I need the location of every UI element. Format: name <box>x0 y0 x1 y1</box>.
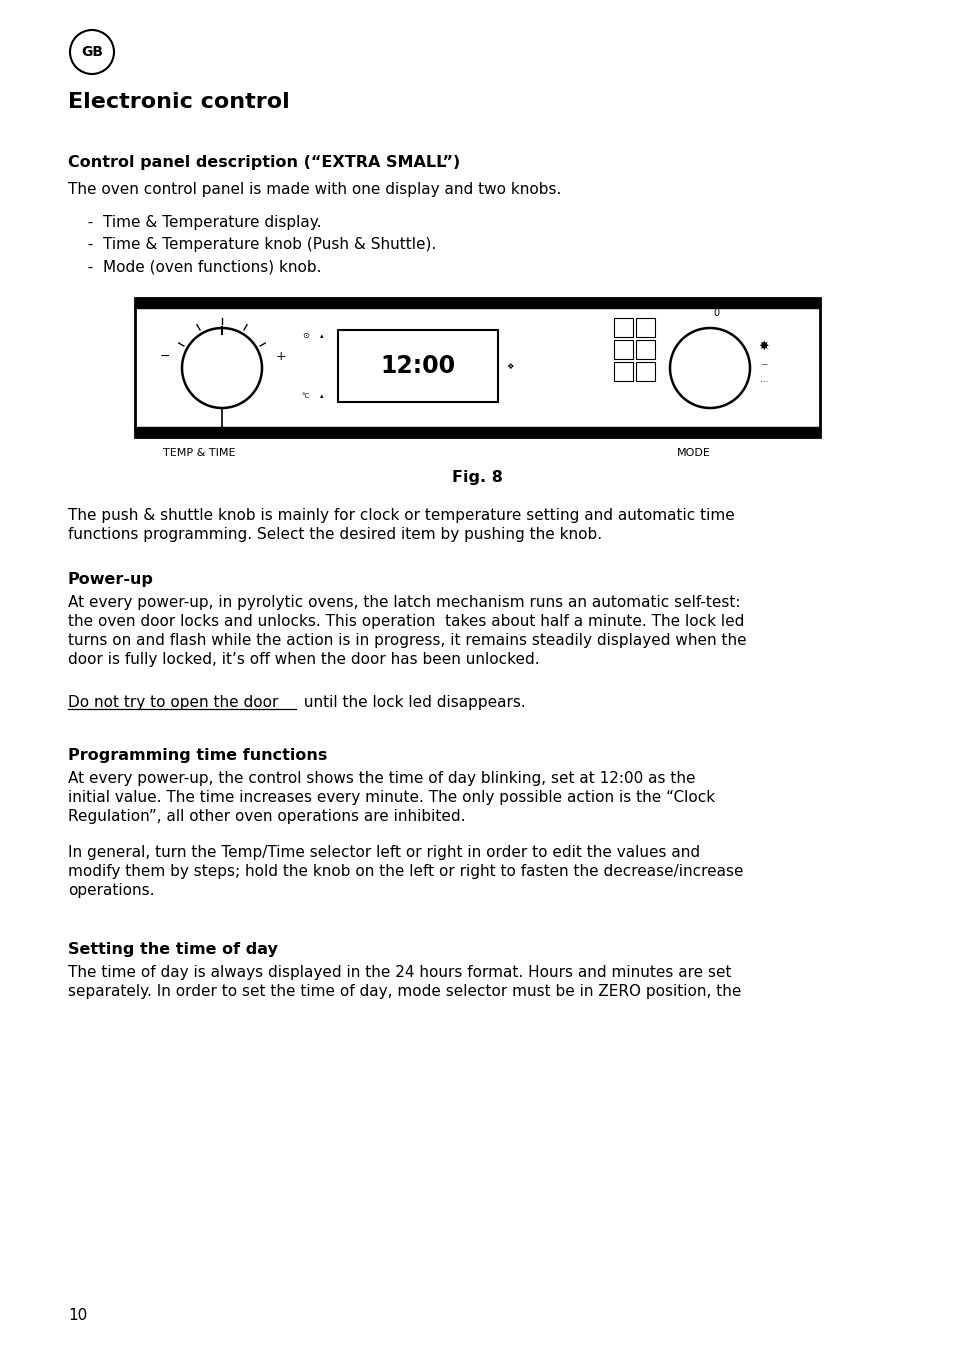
Bar <box>614 318 633 337</box>
Text: ✸: ✸ <box>758 340 768 352</box>
Bar <box>636 340 655 359</box>
Text: initial value. The time increases every minute. The only possible action is the : initial value. The time increases every … <box>68 789 715 806</box>
Text: Programming time functions: Programming time functions <box>68 747 327 764</box>
Text: Do not try to open the door: Do not try to open the door <box>68 695 278 709</box>
Text: GB: GB <box>81 45 103 60</box>
Text: …: … <box>759 375 767 385</box>
Text: 12:00: 12:00 <box>380 353 456 378</box>
Text: MODE: MODE <box>677 448 710 458</box>
Text: Setting the time of day: Setting the time of day <box>68 942 277 957</box>
Text: turns on and flash while the action is in progress, it remains steadily displaye: turns on and flash while the action is i… <box>68 634 746 649</box>
Text: 0: 0 <box>712 307 719 318</box>
Bar <box>135 298 820 307</box>
Bar <box>337 330 497 402</box>
Text: In general, turn the Temp/Time selector left or right in order to edit the value: In general, turn the Temp/Time selector … <box>68 845 700 860</box>
Text: 10: 10 <box>68 1308 87 1323</box>
Text: -  Time & Temperature display.: - Time & Temperature display. <box>78 215 321 230</box>
Text: °C: °C <box>301 393 310 399</box>
Text: functions programming. Select the desired item by pushing the knob.: functions programming. Select the desire… <box>68 527 601 542</box>
Text: At every power-up, the control shows the time of day blinking, set at 12:00 as t: At every power-up, the control shows the… <box>68 770 695 787</box>
Bar <box>614 362 633 380</box>
Text: -  Mode (oven functions) knob.: - Mode (oven functions) knob. <box>78 259 321 274</box>
Text: —: — <box>760 362 767 367</box>
Text: The push & shuttle knob is mainly for clock or temperature setting and automatic: The push & shuttle knob is mainly for cl… <box>68 508 734 523</box>
Bar <box>135 427 820 437</box>
Text: ❖: ❖ <box>506 362 514 371</box>
Text: the oven door locks and unlocks. This operation  takes about half a minute. The : the oven door locks and unlocks. This op… <box>68 613 743 630</box>
Bar <box>636 362 655 380</box>
Text: operations.: operations. <box>68 883 154 898</box>
Text: −: − <box>159 349 170 363</box>
Text: ▴: ▴ <box>320 333 323 338</box>
Text: -  Time & Temperature knob (Push & Shuttle).: - Time & Temperature knob (Push & Shuttl… <box>78 237 436 252</box>
Text: +: + <box>275 349 286 363</box>
Text: The oven control panel is made with one display and two knobs.: The oven control panel is made with one … <box>68 181 560 196</box>
Text: TEMP & TIME: TEMP & TIME <box>163 448 235 458</box>
Text: ▴: ▴ <box>320 393 323 399</box>
Text: Electronic control: Electronic control <box>68 92 290 112</box>
Text: Regulation”, all other oven operations are inhibited.: Regulation”, all other oven operations a… <box>68 808 465 825</box>
Text: ⊙: ⊙ <box>302 332 309 340</box>
Text: separately. In order to set the time of day, mode selector must be in ZERO posit: separately. In order to set the time of … <box>68 984 740 999</box>
Bar <box>135 298 820 437</box>
Bar <box>636 318 655 337</box>
Bar <box>614 340 633 359</box>
Text: modify them by steps; hold the knob on the left or right to fasten the decrease/: modify them by steps; hold the knob on t… <box>68 864 742 879</box>
Text: The time of day is always displayed in the 24 hours format. Hours and minutes ar: The time of day is always displayed in t… <box>68 965 731 980</box>
Text: Power-up: Power-up <box>68 571 153 588</box>
Text: At every power-up, in pyrolytic ovens, the latch mechanism runs an automatic sel: At every power-up, in pyrolytic ovens, t… <box>68 594 740 611</box>
Text: Fig. 8: Fig. 8 <box>452 470 502 485</box>
Text: until the lock led disappears.: until the lock led disappears. <box>298 695 525 709</box>
Text: door is fully locked, it’s off when the door has been unlocked.: door is fully locked, it’s off when the … <box>68 653 539 668</box>
Text: Control panel description (“EXTRA SMALL”): Control panel description (“EXTRA SMALL”… <box>68 154 459 171</box>
